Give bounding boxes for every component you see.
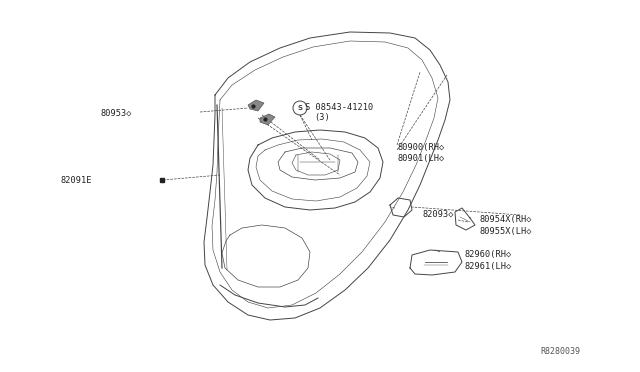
Text: (3): (3) <box>314 112 330 122</box>
Text: 80953◇: 80953◇ <box>100 109 131 118</box>
Text: 80900(RH◇: 80900(RH◇ <box>398 142 445 151</box>
Text: 82091E: 82091E <box>60 176 92 185</box>
Text: R8280039: R8280039 <box>540 347 580 356</box>
Text: 82093◇: 82093◇ <box>423 209 454 218</box>
Text: 82961(LH◇: 82961(LH◇ <box>465 263 512 272</box>
Text: 80954X(RH◇: 80954X(RH◇ <box>480 215 532 224</box>
Polygon shape <box>248 100 264 111</box>
Text: S 08543-41210: S 08543-41210 <box>305 103 373 112</box>
Text: 80955X(LH◇: 80955X(LH◇ <box>480 227 532 235</box>
Text: 82960(RH◇: 82960(RH◇ <box>465 250 512 260</box>
Text: 80901(LH◇: 80901(LH◇ <box>398 154 445 163</box>
Polygon shape <box>260 114 275 125</box>
Text: S: S <box>298 105 303 111</box>
